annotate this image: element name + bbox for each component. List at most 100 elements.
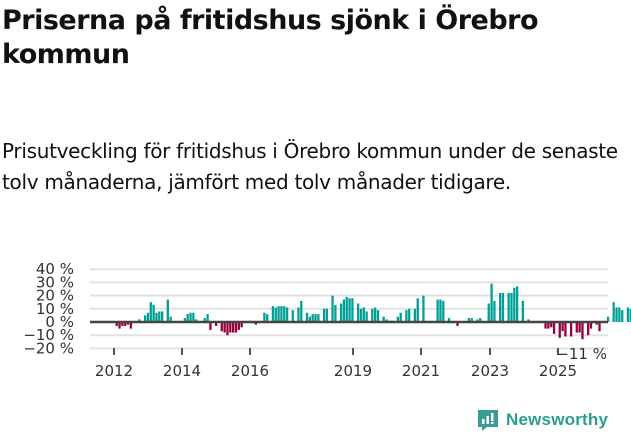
bar xyxy=(487,303,490,322)
bar xyxy=(274,307,277,322)
bar xyxy=(371,308,374,322)
bar-chart: 40 % 30 % 20 % 10 % 0 % −10 % −20 % 2012 2014 20… xyxy=(0,255,631,395)
bar xyxy=(129,322,133,329)
bar xyxy=(325,308,329,322)
x-tick-label: 2023 xyxy=(471,362,509,380)
bar xyxy=(308,316,311,322)
bar xyxy=(507,292,510,322)
bar xyxy=(396,316,400,322)
bar xyxy=(621,310,624,322)
bar xyxy=(214,322,218,326)
x-tick-label: 2016 xyxy=(231,362,269,380)
bar xyxy=(158,311,161,322)
bar xyxy=(510,292,513,322)
y-tick-label: 20 % xyxy=(36,287,74,305)
bar xyxy=(598,322,601,332)
bar xyxy=(331,295,334,322)
bar xyxy=(587,322,590,336)
x-tick-label: 2012 xyxy=(95,362,133,380)
bar xyxy=(399,312,402,322)
x-tick-label: 2014 xyxy=(163,362,201,380)
bar xyxy=(339,303,343,322)
y-tick-label: 30 % xyxy=(36,273,74,291)
bar xyxy=(209,322,212,330)
bar xyxy=(169,316,172,322)
bar xyxy=(447,318,451,322)
bar xyxy=(618,307,621,322)
y-tick-label: −10 % xyxy=(23,326,74,344)
x-tick-label: 2021 xyxy=(402,362,440,380)
bar xyxy=(382,316,385,322)
bar xyxy=(442,300,445,322)
bar xyxy=(229,322,232,333)
bar xyxy=(126,322,130,325)
y-tick-label: −20 % xyxy=(23,339,74,357)
bar xyxy=(271,306,275,322)
newsworthy-logo: Newsworthy xyxy=(476,408,608,432)
bar xyxy=(226,322,229,336)
bar xyxy=(342,299,346,322)
bar xyxy=(345,296,348,322)
bar xyxy=(115,322,118,326)
bar xyxy=(152,304,155,322)
bar xyxy=(595,322,598,325)
bar xyxy=(564,322,567,337)
y-tick-label: 40 % xyxy=(36,260,74,278)
bar xyxy=(348,298,351,322)
bar xyxy=(413,308,417,322)
bar xyxy=(183,318,187,322)
bar xyxy=(436,299,439,322)
bar xyxy=(118,322,121,329)
bar xyxy=(232,322,235,333)
bar xyxy=(561,322,564,332)
bar xyxy=(490,283,493,322)
bar xyxy=(124,322,127,326)
bar xyxy=(285,307,289,322)
bar xyxy=(161,311,164,322)
x-tick-label: 2019 xyxy=(334,362,372,380)
bar xyxy=(521,300,524,322)
bar xyxy=(513,287,516,322)
bar xyxy=(189,312,192,322)
bar xyxy=(305,312,309,322)
bar xyxy=(356,303,360,322)
y-axis-labels: 40 %30 %20 %10 %0 %−10 %−20 % xyxy=(23,260,74,357)
bar xyxy=(192,312,195,322)
y-tick-label: 0 % xyxy=(45,313,74,331)
bar xyxy=(476,319,479,322)
bar xyxy=(277,306,280,322)
bar xyxy=(138,319,141,322)
brand-name: Newsworthy xyxy=(506,410,609,429)
bar xyxy=(558,322,561,338)
bar xyxy=(203,318,206,322)
bar xyxy=(422,295,425,322)
bar xyxy=(626,307,630,322)
bar xyxy=(493,300,496,322)
bar xyxy=(240,322,243,328)
bar xyxy=(581,322,584,340)
bar xyxy=(405,310,408,322)
bar xyxy=(311,314,314,322)
x-tick-label: 2025 xyxy=(539,362,577,380)
gridlines xyxy=(90,268,608,350)
bar xyxy=(300,300,303,322)
bar xyxy=(376,310,380,322)
bar xyxy=(544,322,547,329)
bar xyxy=(121,322,124,326)
bar xyxy=(351,298,354,322)
bar xyxy=(223,322,226,333)
bar xyxy=(206,314,209,322)
bar xyxy=(416,298,419,322)
bar xyxy=(479,318,482,322)
bar xyxy=(589,322,593,329)
bar xyxy=(501,292,505,322)
bar xyxy=(334,304,337,322)
bar xyxy=(155,312,158,322)
bar xyxy=(195,319,198,322)
bar xyxy=(456,322,459,326)
bar xyxy=(317,314,320,322)
last-value-annotation: −11 % xyxy=(556,345,607,363)
y-tick-label: 10 % xyxy=(36,300,74,318)
bar xyxy=(266,314,269,322)
bar xyxy=(254,322,258,325)
